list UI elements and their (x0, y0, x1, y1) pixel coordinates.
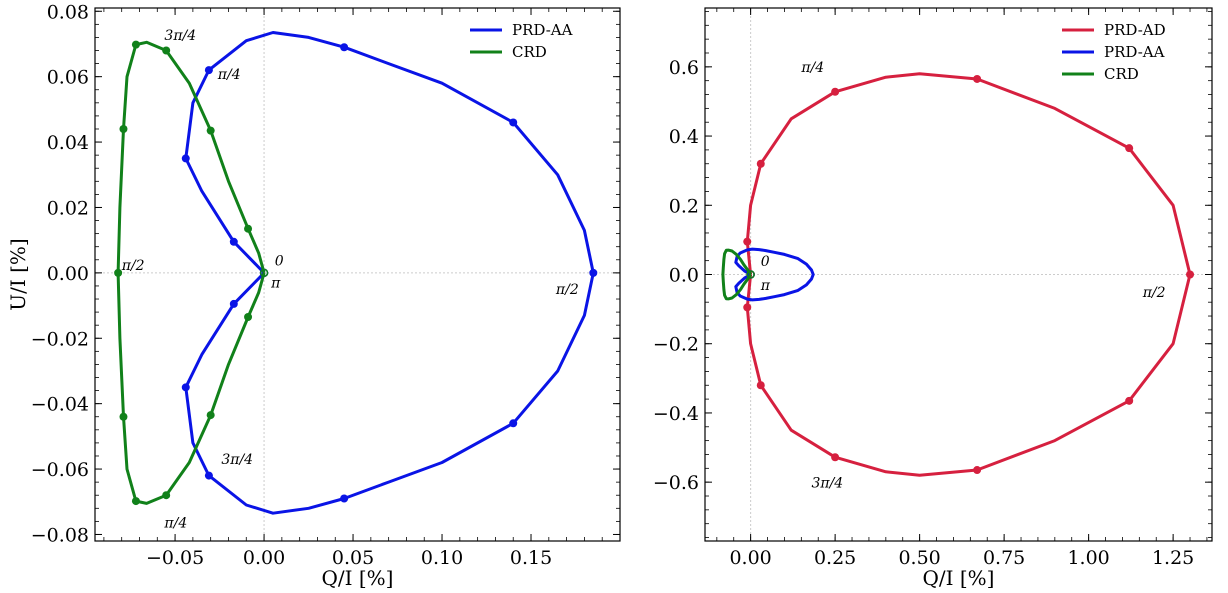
phase-annotation: 3π/4 (221, 452, 253, 468)
series-marker (181, 383, 190, 392)
phase-annotation: π (760, 278, 771, 294)
y-tick-label: −0.6 (653, 472, 699, 494)
x-tick-label: 0.00 (729, 547, 771, 569)
x-tick-label: 0.10 (421, 547, 463, 569)
legend-label: PRD-AA (1104, 43, 1165, 61)
x-tick-label: 0.15 (510, 547, 552, 569)
series-marker (206, 126, 215, 135)
phase-annotation: π (270, 276, 281, 292)
x-axis-title: Q/I [%] (922, 566, 994, 590)
x-tick-label: 0.05 (332, 547, 374, 569)
origin-marker (746, 270, 755, 279)
legend-label: CRD (1104, 65, 1139, 83)
y-tick-label: −0.08 (31, 524, 89, 546)
series-marker (1186, 270, 1195, 279)
x-tick-label: 1.00 (1067, 547, 1109, 569)
series-marker (162, 491, 171, 500)
y-tick-label: −0.04 (31, 394, 89, 416)
y-tick-label: −0.2 (653, 334, 699, 356)
x-tick-label: 0.00 (243, 547, 285, 569)
series-marker (204, 66, 213, 75)
origin-marker (259, 268, 269, 278)
series-marker (589, 268, 598, 277)
y-tick-label: −0.06 (31, 459, 89, 481)
y-axis-title: U/I [%] (6, 238, 30, 310)
legend-label: PRD-AD (1104, 21, 1166, 39)
y-tick-label: 0.0 (669, 265, 699, 287)
y-tick-label: 0.02 (47, 197, 89, 219)
series-marker (756, 159, 765, 168)
series-marker (114, 268, 123, 277)
y-tick-label: 0.06 (47, 67, 89, 89)
series-marker (229, 237, 238, 246)
series-marker (743, 303, 752, 312)
legend-label: PRD-AA (512, 21, 573, 39)
series-marker (181, 154, 190, 163)
series-marker (119, 412, 128, 421)
series-marker (1125, 144, 1134, 153)
phase-annotation: π/4 (163, 515, 187, 531)
series-marker (831, 87, 840, 96)
phase-annotation: π/2 (555, 282, 579, 298)
y-tick-label: 0.4 (669, 126, 699, 148)
series-line-crd (721, 248, 752, 301)
y-tick-label: 0.2 (669, 195, 699, 217)
phase-annotation: 0 (275, 254, 284, 270)
x-tick-label: 0.75 (983, 547, 1025, 569)
phase-annotation: π/4 (800, 60, 824, 76)
series-marker (131, 497, 140, 506)
series-marker (509, 118, 518, 127)
y-tick-label: 0.6 (669, 57, 699, 79)
series-marker (973, 74, 982, 83)
y-tick-label: −0.02 (31, 328, 89, 350)
series-marker (973, 466, 982, 475)
series-marker (229, 299, 238, 308)
left-panel-qu-diagram: −0.05 0.00 0.05 0.10 0.15 0.08 0.06 0.04 0.02 0.0… (6, 1, 621, 590)
axes-frame (94, 7, 621, 542)
series-marker (340, 43, 349, 52)
series-marker (743, 237, 752, 246)
series-marker (119, 124, 128, 133)
x-axis-title: Q/I [%] (321, 566, 393, 590)
series-marker (244, 313, 253, 322)
phase-annotation: π/4 (217, 67, 241, 83)
x-tick-label: 0.25 (814, 547, 856, 569)
series-marker (162, 46, 171, 55)
series-marker (509, 419, 518, 428)
phase-annotation: 3π/4 (811, 475, 843, 491)
phase-annotation: π/2 (1142, 285, 1166, 301)
x-tick-label: 0.50 (898, 547, 940, 569)
y-tick-label: 0.04 (47, 132, 89, 154)
series-marker (831, 453, 840, 462)
legend-label: CRD (512, 43, 547, 61)
series-marker (131, 40, 140, 49)
phase-annotation: 3π/4 (164, 28, 196, 44)
right-panel-qu-diagram: 0.00 0.25 0.50 0.75 1.00 1.25 0.6 0.4 0.2 0.0 −0.2… (653, 7, 1213, 590)
y-tick-label: 0.08 (47, 1, 89, 23)
series-line-prd-aa (734, 247, 815, 302)
phase-annotation: π/2 (121, 258, 145, 274)
series-marker (1125, 396, 1134, 405)
series-marker (244, 224, 253, 233)
series-marker (204, 471, 213, 480)
series-marker (206, 411, 215, 420)
phase-annotation: 0 (761, 254, 770, 270)
series-marker (340, 494, 349, 503)
y-tick-label: −0.4 (653, 403, 699, 425)
y-tick-label: 0.00 (47, 263, 89, 285)
series-marker (756, 381, 765, 390)
x-tick-label: 1.25 (1152, 547, 1194, 569)
x-tick-label: −0.05 (146, 547, 204, 569)
